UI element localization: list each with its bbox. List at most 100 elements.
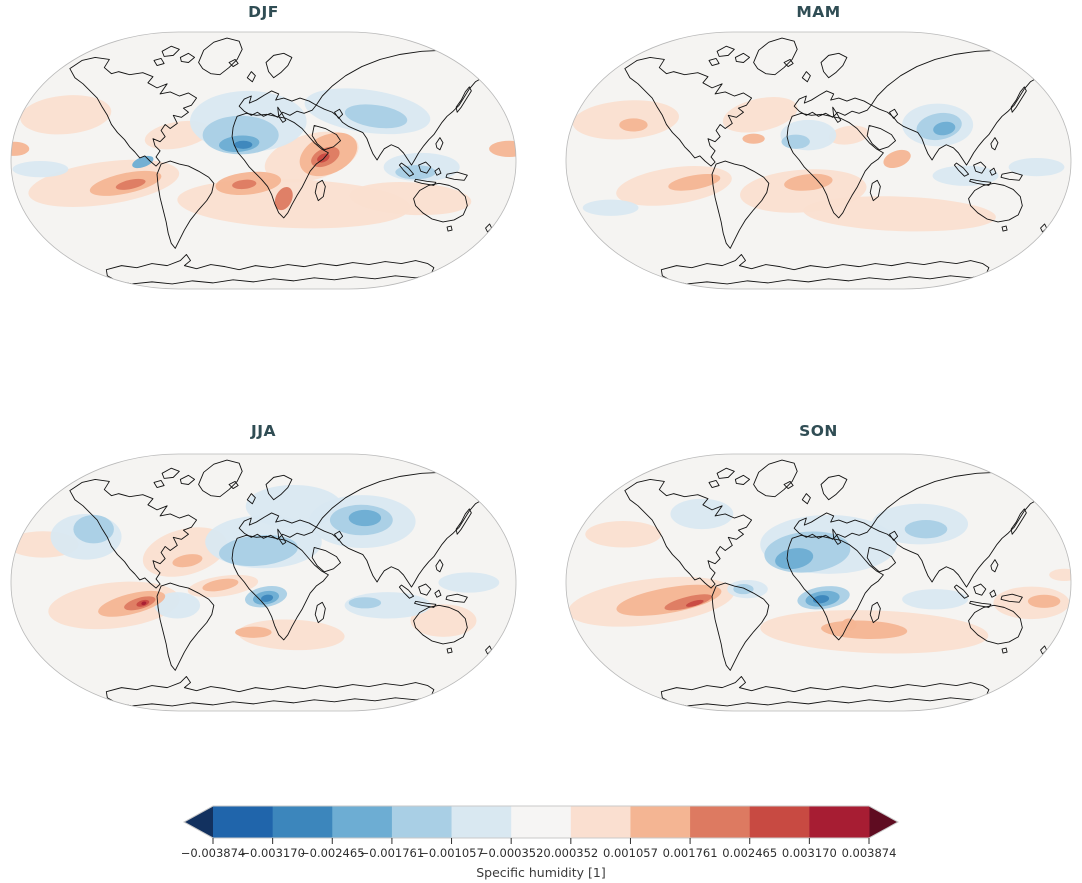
colorbar-segment [332,806,393,838]
coastline [265,52,293,79]
anomaly-contour [933,121,956,136]
coastline [832,528,842,545]
coastline [445,593,468,603]
anomaly-contour [11,141,30,156]
anomaly-contour [582,199,639,216]
colorbar-tick-label: −0.001761 [360,846,425,860]
coastline [238,512,317,540]
anomaly-contour [349,182,472,216]
coastline [832,106,842,123]
anomaly-contour [668,173,721,191]
coastline [801,493,811,505]
anomaly-contour [733,584,754,595]
map-djf [10,31,517,290]
coastline [231,534,329,641]
coastline [820,474,848,501]
globe-outline [565,453,1072,712]
globe-outline [10,31,517,290]
anomaly-contour [616,584,722,616]
anomaly-contour [410,604,477,637]
coastline [870,471,1042,588]
coastline [246,71,256,83]
anomaly-contour [585,521,662,548]
coastline [334,108,344,119]
panel-title-jja: JJA [250,422,277,440]
coastline [989,167,997,176]
coastline [418,583,432,596]
globe-outline [10,453,517,712]
colorbar-tick-label: −0.003874 [181,846,246,860]
colorbar-segment [213,806,274,838]
colorbar-tick-label: −0.002465 [300,846,365,860]
coastline [1000,593,1023,603]
coastline [969,178,992,186]
colorbar-tick-label: 0.001057 [603,846,658,860]
colorbar-segment [630,806,691,838]
colorbar-segment [809,806,870,838]
coastline [238,90,317,118]
coastline [179,474,196,485]
coastline [1044,652,1052,661]
coastline [398,584,415,599]
anomaly-contour [20,95,112,135]
coastline [434,167,442,176]
coastline [179,52,196,63]
colorbar-tick-label: 0.001761 [663,846,718,860]
coastline [716,467,735,479]
coastline [156,160,215,249]
coastline [413,182,468,223]
anomaly-contour [202,578,239,592]
colorbar-right-arrow [869,806,898,838]
coastline [708,57,720,66]
panel-title-djf: DJF [248,3,279,21]
anomaly-contour [12,161,69,178]
panel-title-mam: MAM [796,3,841,21]
anomaly-contour [781,134,810,149]
coastline [968,182,1023,223]
anomaly-contour [274,187,293,211]
coastline [953,162,970,177]
coastline [414,178,437,186]
coastline [315,471,487,588]
coastline [105,675,435,707]
coastline [786,534,884,641]
coastline [1010,86,1027,113]
map-mam [565,31,1072,290]
globe-outline [565,31,1072,290]
anomaly-contour [619,118,648,132]
coastline [277,106,287,123]
coastline [969,600,992,608]
coastline [783,58,794,68]
coastline [624,56,753,167]
coastline [889,108,899,119]
anomaly-contour [438,572,500,593]
anomaly-contour [1008,157,1065,177]
coastline [711,582,770,671]
coastline [753,37,798,76]
colorbar-segment [272,806,333,838]
coastline [435,559,444,573]
coastline [973,583,987,596]
coastline [435,137,444,151]
coastline [660,675,990,707]
anomaly-contour [841,618,857,631]
colorbar-tick-label: −0.001057 [419,846,484,860]
coastline [820,52,848,79]
coastline [445,171,468,181]
anomaly-contour [219,534,298,567]
coastline [989,589,997,598]
coastline [161,467,180,479]
anomaly-contour [234,140,253,149]
coastline [801,71,811,83]
coastline [990,137,999,151]
anomaly-contour [803,196,996,232]
anomaly-contour [238,619,345,651]
colorbar-tick-label: 0.003874 [842,846,897,860]
coastline [434,589,442,598]
colorbar-segment [690,806,751,838]
coastline [793,512,872,540]
anomaly-contour [722,97,798,133]
colorbar-segment [511,806,572,838]
anomaly-contour [489,140,516,157]
anomaly-contour [904,520,948,539]
